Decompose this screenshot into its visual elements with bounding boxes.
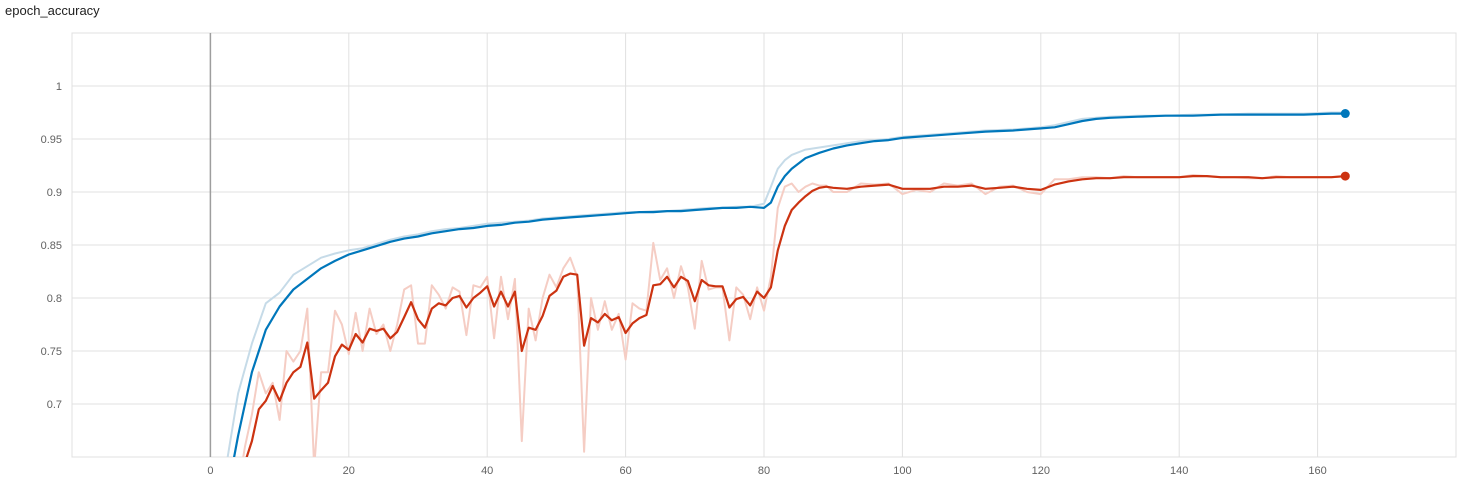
series-0-raw-line	[226, 111, 1346, 457]
x-tick-label: 80	[758, 465, 770, 477]
series-0-end-point[interactable]	[1340, 109, 1350, 119]
x-tick-label: 40	[481, 465, 493, 477]
x-tick-label: 160	[1308, 465, 1326, 477]
x-tick-label: 60	[619, 465, 631, 477]
y-tick-label: 0.7	[47, 399, 62, 411]
chart-title: epoch_accuracy	[5, 3, 100, 18]
series-1-end-point[interactable]	[1340, 171, 1350, 181]
x-tick-label: 120	[1032, 465, 1050, 477]
x-tick-label: 20	[343, 465, 355, 477]
series-1-smoothed-line	[245, 175, 1346, 457]
series-0-smoothed-line	[233, 112, 1346, 457]
y-tick-label: 0.85	[41, 240, 62, 252]
x-tick-label: 140	[1170, 465, 1188, 477]
y-tick-label: 0.75	[41, 346, 62, 358]
y-tick-label: 0.8	[47, 293, 62, 305]
y-tick-label: 0.95	[41, 134, 62, 146]
x-tick-label: 100	[893, 465, 911, 477]
y-tick-label: 0.9	[47, 187, 62, 199]
x-tick-label: 0	[207, 465, 213, 477]
y-tick-label: 1	[56, 81, 62, 93]
